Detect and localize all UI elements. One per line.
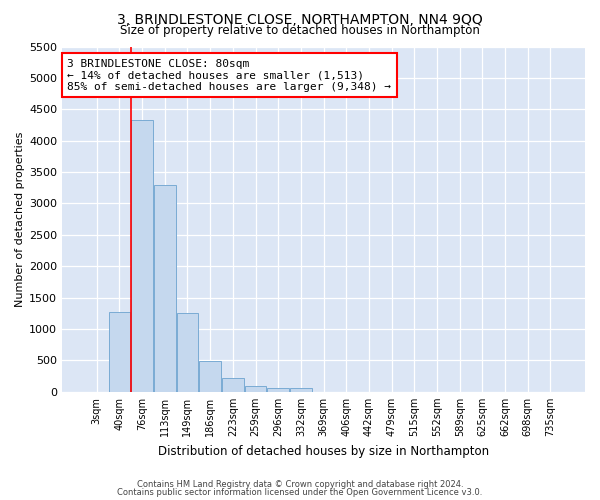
- Bar: [268, 388, 289, 392]
- Bar: [245, 386, 266, 392]
- Bar: [199, 361, 221, 392]
- Bar: [290, 388, 311, 392]
- Text: 3, BRINDLESTONE CLOSE, NORTHAMPTON, NN4 9QQ: 3, BRINDLESTONE CLOSE, NORTHAMPTON, NN4 …: [117, 12, 483, 26]
- Bar: [176, 312, 198, 392]
- Bar: [222, 378, 244, 392]
- Text: Contains public sector information licensed under the Open Government Licence v3: Contains public sector information licen…: [118, 488, 482, 497]
- Text: 3 BRINDLESTONE CLOSE: 80sqm
← 14% of detached houses are smaller (1,513)
85% of : 3 BRINDLESTONE CLOSE: 80sqm ← 14% of det…: [67, 58, 391, 92]
- Bar: [131, 120, 153, 392]
- Text: Size of property relative to detached houses in Northampton: Size of property relative to detached ho…: [120, 24, 480, 37]
- Text: Contains HM Land Registry data © Crown copyright and database right 2024.: Contains HM Land Registry data © Crown c…: [137, 480, 463, 489]
- Bar: [154, 184, 176, 392]
- Bar: [109, 312, 130, 392]
- X-axis label: Distribution of detached houses by size in Northampton: Distribution of detached houses by size …: [158, 444, 489, 458]
- Y-axis label: Number of detached properties: Number of detached properties: [15, 132, 25, 307]
